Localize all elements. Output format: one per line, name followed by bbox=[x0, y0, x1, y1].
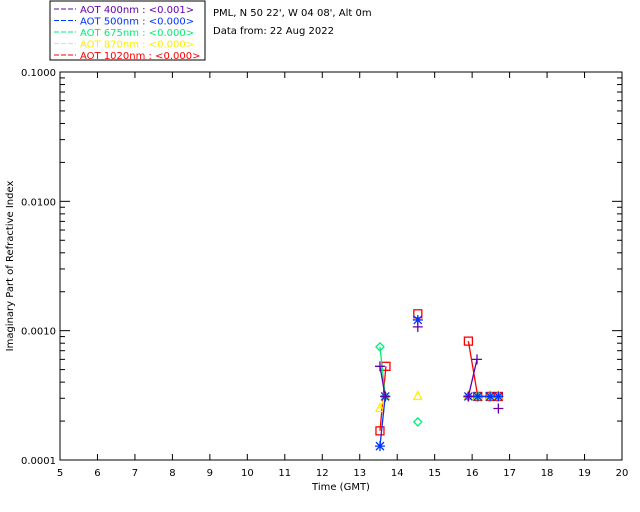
series-triangle bbox=[374, 389, 504, 413]
data-point-plus bbox=[412, 321, 423, 332]
series-line bbox=[379, 341, 499, 431]
data-point-plus bbox=[380, 391, 391, 402]
legend-entry: AOT 400nm : <0.001> bbox=[80, 5, 194, 16]
legend-entry: AOT 500nm : <0.000> bbox=[80, 17, 194, 28]
y-tick-label: 0.0100 bbox=[21, 197, 56, 208]
x-tick-label: 10 bbox=[241, 468, 254, 479]
legend-entry: AOT 1020nm : <0.000> bbox=[80, 51, 200, 62]
x-tick-label: 17 bbox=[503, 468, 516, 479]
x-tick-label: 11 bbox=[278, 468, 291, 479]
x-tick-label: 8 bbox=[169, 468, 175, 479]
series-square bbox=[375, 309, 504, 436]
y-axis-label: Imaginary Part of Refractive Index bbox=[5, 181, 16, 352]
data-point-triangle bbox=[412, 389, 423, 401]
x-tick-label: 9 bbox=[207, 468, 213, 479]
y-tick-label: 0.0001 bbox=[21, 456, 56, 467]
x-tick-label: 20 bbox=[616, 468, 629, 479]
data-point-plus bbox=[472, 354, 483, 365]
data-point-plus bbox=[493, 403, 504, 414]
data-point-diamond bbox=[375, 341, 385, 352]
x-axis-label: Time (GMT) bbox=[311, 482, 370, 493]
data-point-asterisk bbox=[374, 441, 385, 452]
series-plus bbox=[374, 321, 504, 414]
data-point-plus bbox=[463, 391, 474, 402]
legend: AOT 400nm : <0.001>AOT 500nm : <0.000>AO… bbox=[54, 5, 200, 62]
x-tick-label: 19 bbox=[578, 468, 591, 479]
data-point-asterisk bbox=[493, 391, 504, 402]
legend-box bbox=[49, 0, 206, 61]
series-line bbox=[379, 395, 499, 447]
site-label: PML, N 50 22', W 04 08', Alt 0m bbox=[213, 8, 372, 19]
x-tick-label: 7 bbox=[132, 468, 138, 479]
data-point-asterisk bbox=[412, 314, 423, 325]
data-point-square bbox=[463, 336, 474, 346]
legend-entry: AOT 675nm : <0.000> bbox=[80, 28, 194, 39]
series-line bbox=[379, 346, 499, 398]
x-tick-label: 16 bbox=[466, 468, 479, 479]
x-tick-label: 6 bbox=[94, 468, 100, 479]
x-tick-label: 15 bbox=[428, 468, 441, 479]
x-tick-label: 13 bbox=[353, 468, 366, 479]
series-asterisk bbox=[374, 314, 504, 452]
series-line bbox=[380, 359, 498, 408]
data-point-asterisk bbox=[472, 391, 483, 402]
series-diamond bbox=[375, 341, 504, 427]
x-tick-label: 12 bbox=[316, 468, 329, 479]
legend-entry: AOT 870nm : <0.000> bbox=[80, 40, 194, 51]
x-tick-label: 14 bbox=[391, 468, 404, 479]
plot-area bbox=[59, 71, 623, 461]
y-tick-label: 0.1000 bbox=[21, 68, 56, 79]
data-point-diamond bbox=[412, 416, 423, 427]
x-tick-label: 5 bbox=[57, 468, 63, 479]
x-tick-label: 18 bbox=[541, 468, 554, 479]
axes: 5 6 7 8 9 10 11 12 13 14 15 16 17 18 19 20 0.0001 0.0010 0… bbox=[21, 68, 628, 479]
data-point-square bbox=[375, 426, 385, 436]
y-tick-label: 0.0010 bbox=[21, 327, 56, 338]
series-layer bbox=[374, 309, 504, 452]
date-label: Data from: 22 Aug 2022 bbox=[213, 26, 334, 37]
data-point-triangle bbox=[374, 402, 386, 413]
data-point-plus bbox=[374, 361, 385, 372]
data-point-asterisk bbox=[485, 391, 496, 402]
